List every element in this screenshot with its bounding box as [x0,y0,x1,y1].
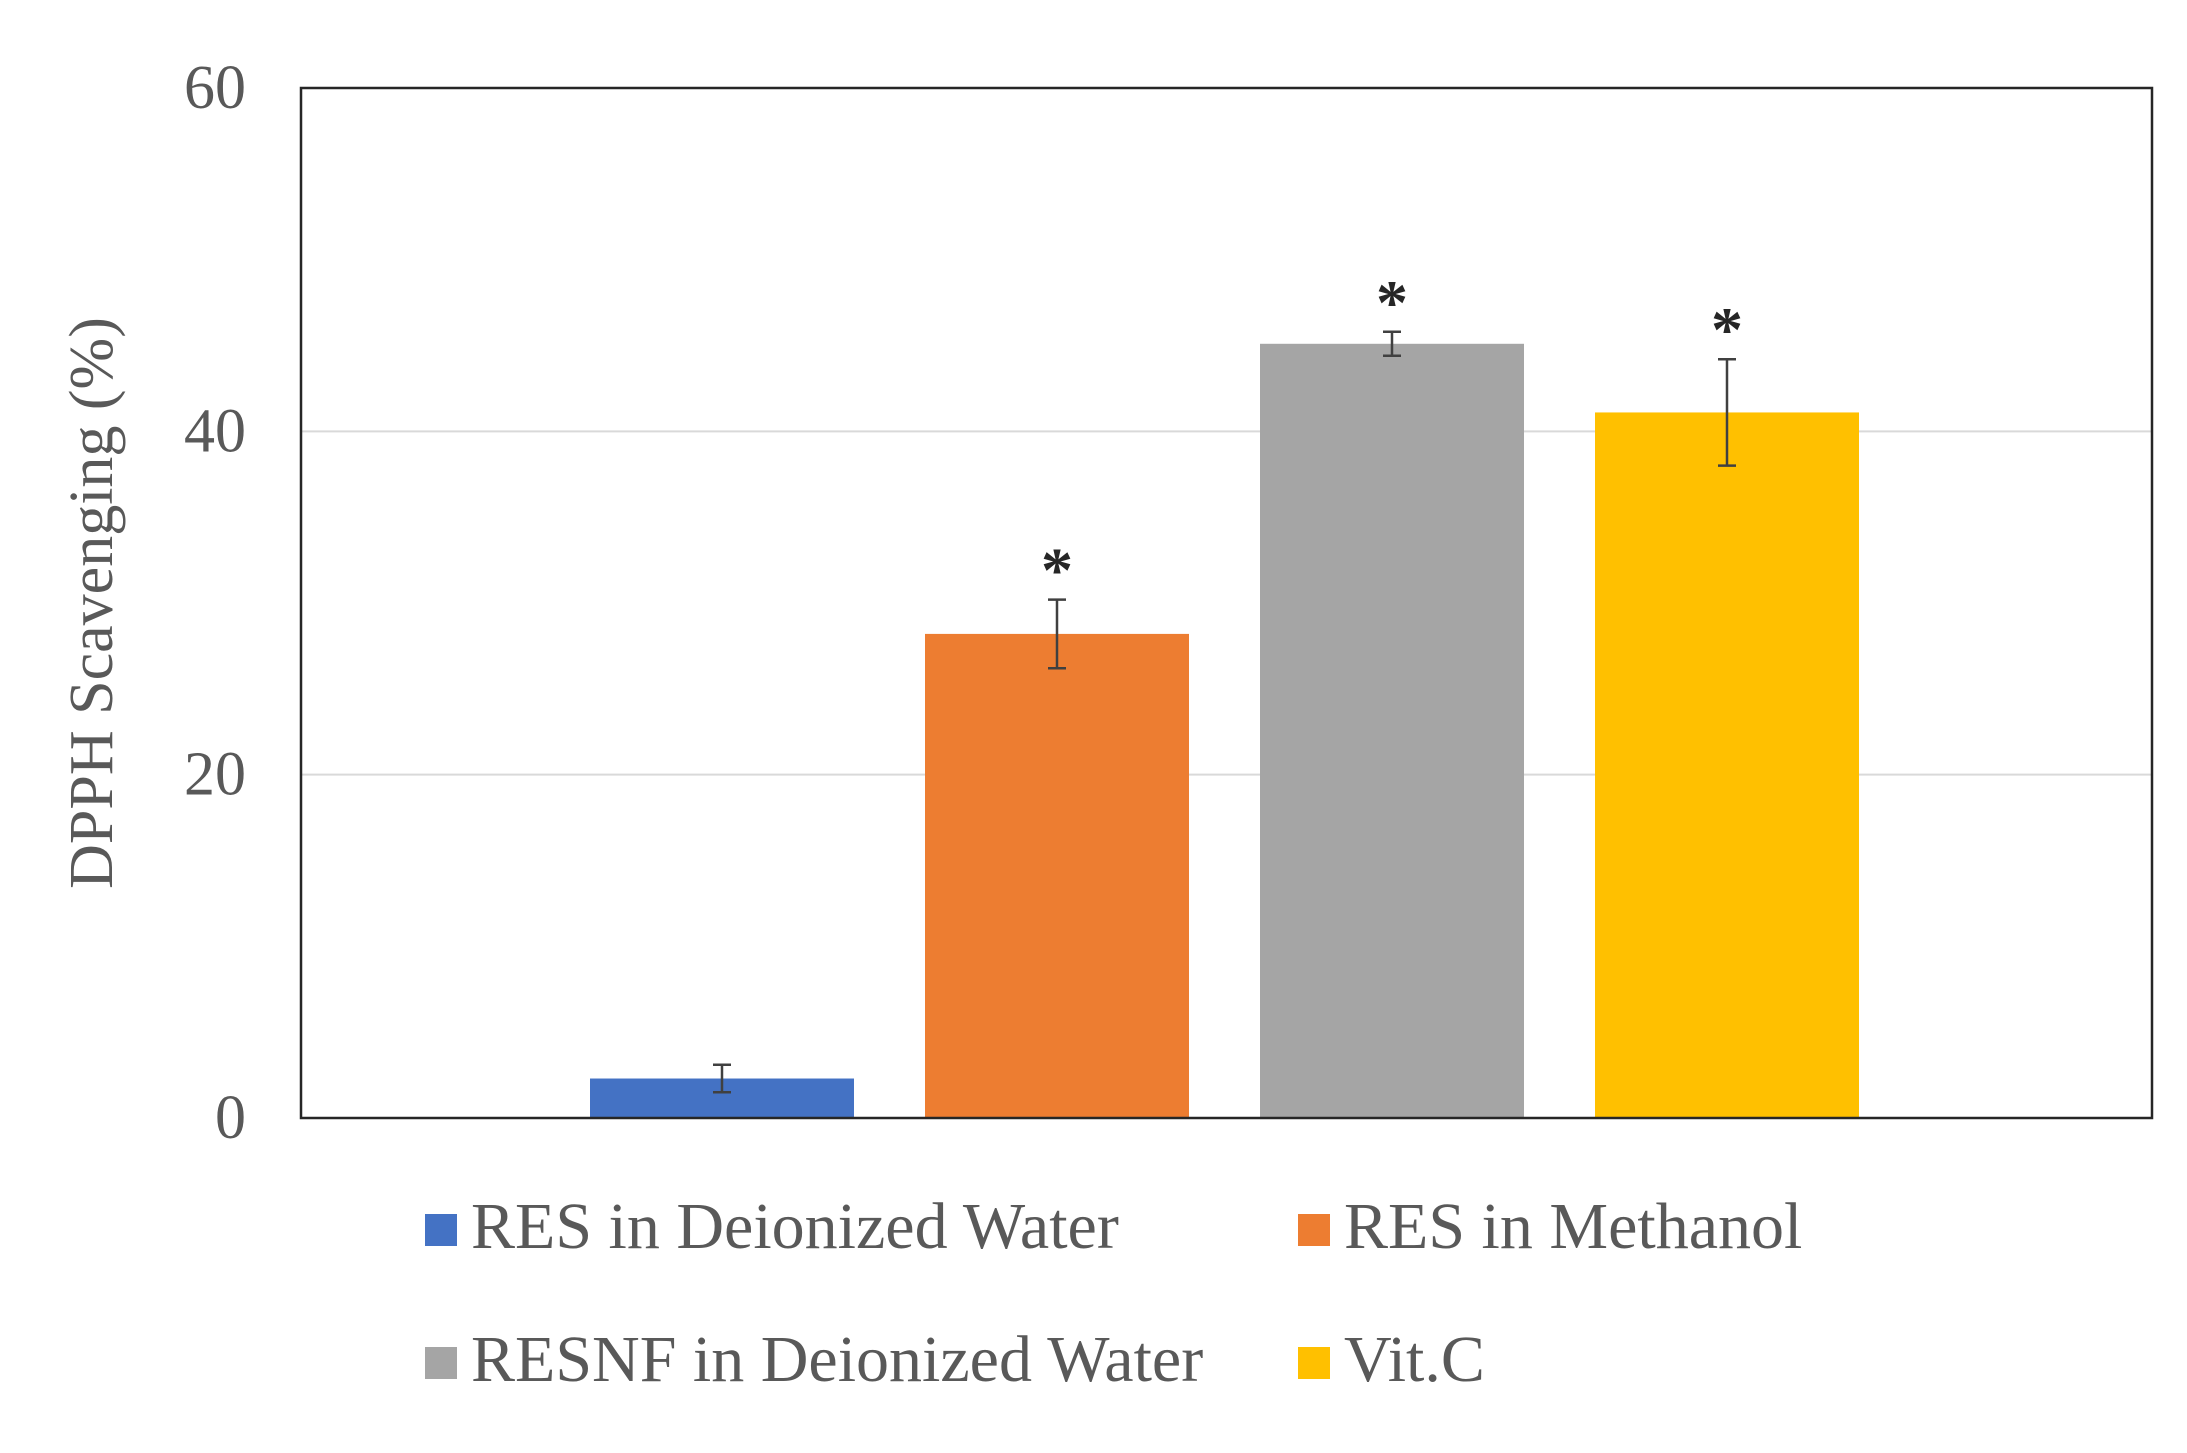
bar-4 [1595,412,1859,1118]
bars [590,343,1859,1118]
legend-swatch-4 [1298,1347,1330,1379]
y-tick-label-60: 60 [184,54,246,122]
legend-item-1: RES in Deionized Water [425,1190,1119,1263]
error-bar-2 [1048,598,1066,670]
plot-frame [299,86,2154,1120]
legend-swatch-2 [1298,1214,1330,1246]
legend-label-3: RESNF in Deionized Water [471,1323,1203,1396]
error-bar-1 [713,1063,731,1094]
y-tick-label-20: 20 [184,741,246,809]
legend: RES in Deionized Water RES in Methanol RES… [425,1190,1802,1396]
significance-mark-4: * [1711,294,1743,365]
legend-label-4: Vit.C [1344,1323,1485,1396]
y-tick-label-40: 40 [184,397,246,465]
gridlines [301,430,2152,776]
legend-item-2: RES in Methanol [1298,1190,1802,1263]
bar-3 [1260,343,1524,1118]
legend-swatch-1 [425,1214,457,1246]
error-bar-4 [1718,357,1736,467]
error-bar-3 [1383,330,1401,358]
y-tick-label-0: 0 [215,1084,246,1152]
legend-item-3: RESNF in Deionized Water [425,1323,1203,1396]
error-bars [713,330,1736,1094]
legend-item-4: Vit.C [1298,1323,1485,1396]
significance-mark-3: * [1376,267,1408,338]
significance-marks: * * * [1041,267,1743,606]
legend-label-2: RES in Methanol [1344,1190,1802,1263]
bar-2 [925,633,1189,1118]
legend-label-1: RES in Deionized Water [471,1190,1119,1263]
legend-swatch-3 [425,1347,457,1379]
significance-mark-2: * [1041,535,1073,606]
y-axis-title: DPPH Scavenging (%) [58,317,126,889]
y-axis-ticks: 0 20 40 60 [184,54,246,1152]
